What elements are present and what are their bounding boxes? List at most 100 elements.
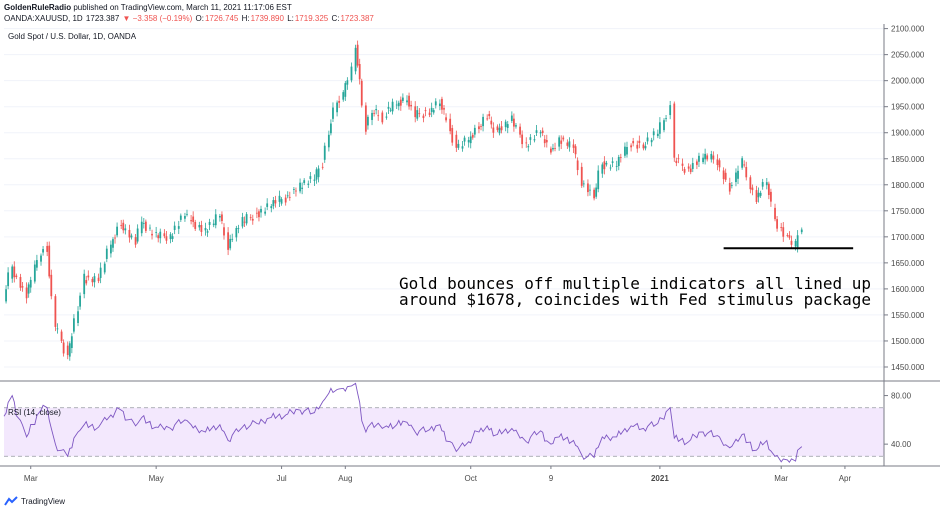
candle-body [114, 237, 116, 239]
price-tick-label: 2050.000 [891, 51, 925, 60]
candle-body [539, 132, 542, 134]
open-value: 1726.745 [204, 14, 239, 23]
time-tick-label: Jul [276, 474, 286, 483]
candle-body [360, 80, 363, 106]
candle-body [251, 218, 254, 221]
candle-body [786, 235, 789, 236]
candle-body [615, 166, 618, 167]
price-tick-label: 1850.000 [891, 155, 925, 164]
candle-body [313, 179, 316, 181]
candle-body [200, 224, 203, 232]
footer: TradingView [4, 496, 65, 506]
candle-body [387, 106, 390, 109]
candle-body [702, 157, 704, 163]
candle-body [658, 122, 661, 134]
candle-body [342, 92, 345, 100]
candle-body [373, 112, 375, 114]
rsi-axis[interactable]: 40.00 80.00 [884, 392, 912, 450]
close-label: C: [331, 14, 340, 23]
candle-body [399, 99, 402, 106]
candle-body [552, 147, 554, 150]
candle-body [632, 141, 635, 144]
candle-body [128, 229, 131, 238]
close-value: 1723.387 [340, 14, 374, 23]
candle-body [683, 168, 686, 173]
candle-body [184, 216, 186, 219]
price-tick-label: 1700.000 [891, 233, 925, 242]
price-tick-label: 2100.000 [891, 25, 925, 34]
price-change: ▼ −3.358 (−0.19%) [122, 14, 193, 23]
candle-body [510, 115, 513, 121]
candle-body [395, 104, 398, 106]
candle-body [665, 118, 667, 119]
candle-body [330, 123, 332, 134]
candle-body [235, 227, 238, 238]
candle-body [317, 168, 320, 178]
candle-body [449, 118, 452, 132]
candle-body [687, 166, 690, 169]
candle-body [54, 296, 57, 327]
price-tick-label: 1750.000 [891, 207, 925, 216]
candle-body [173, 225, 176, 230]
candle-body [443, 108, 445, 110]
candle-body [698, 155, 700, 162]
candle-body [77, 311, 79, 323]
candle-body [338, 100, 341, 103]
candle-body [545, 140, 548, 143]
candle-body [327, 134, 330, 148]
price-tick-label: 1900.000 [891, 129, 925, 138]
annotation-line-2: around $1678, coincides with Fed stimulu… [399, 290, 871, 309]
chart-canvas[interactable]: 1450.000 1500.000 1550.000 1600.000 1650.000… [0, 24, 940, 490]
candle-body [194, 221, 197, 229]
candle-body [774, 207, 776, 220]
rsi-tick-label: 80.00 [891, 392, 912, 401]
candle-body [597, 170, 600, 190]
symbol-label: OANDA:XAUUSD, 1D [4, 14, 83, 23]
tradingview-logo-icon [4, 496, 18, 506]
candle-body [630, 145, 633, 148]
author-name[interactable]: GoldenRuleRadio [4, 3, 72, 12]
grid [4, 28, 884, 368]
candle-body [42, 249, 44, 253]
rsi-line [3, 382, 803, 463]
candle-body [525, 142, 528, 144]
candle-body [406, 100, 408, 103]
candle-body [562, 137, 565, 140]
candle-body [255, 212, 258, 214]
candle-body [675, 160, 678, 164]
candle-body [159, 231, 162, 239]
candle-body [724, 172, 727, 180]
candle-body [543, 139, 546, 144]
candle-body [350, 66, 353, 81]
price-axis[interactable]: 1450.000 1500.000 1550.000 1600.000 1650.000… [884, 25, 925, 372]
candle-body [712, 155, 715, 160]
candle-body [441, 98, 443, 110]
candle-body [163, 233, 166, 237]
candle-body [389, 109, 392, 111]
candle-body [498, 127, 501, 134]
candle-body [424, 110, 427, 112]
candle-body [761, 182, 764, 187]
candle-body [554, 147, 556, 149]
footer-brand[interactable]: TradingView [21, 496, 66, 506]
candle-body [469, 136, 472, 144]
candle-body [751, 187, 754, 191]
candle-body [749, 177, 752, 190]
candle-body [91, 278, 94, 283]
candle-body [587, 183, 589, 193]
candle-body [278, 195, 281, 202]
candle-body [513, 118, 515, 127]
candle-body [735, 172, 737, 183]
candle-body [519, 126, 521, 135]
candle-body [755, 190, 758, 202]
candle-body [260, 208, 262, 213]
candle-body [272, 200, 275, 207]
candle-body [626, 146, 628, 155]
candle-body [237, 227, 240, 229]
candle-body [105, 248, 108, 259]
time-axis[interactable]: Mar May Jul Aug Oct 9 2021 Mar Apr [24, 466, 852, 483]
candle-body [800, 229, 803, 233]
candle-body [303, 180, 306, 184]
price-tick-label: 1500.000 [891, 337, 925, 346]
candle-body [480, 125, 482, 127]
